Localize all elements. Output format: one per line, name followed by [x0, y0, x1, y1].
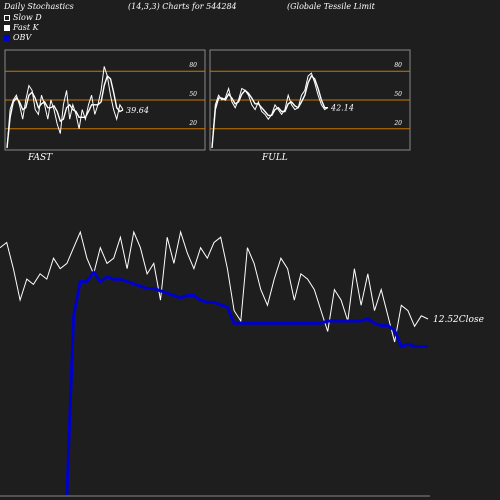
legend-swatch-fast-k: [4, 24, 10, 31]
fast-last-value-label: 39.64: [126, 106, 149, 115]
full-last-value-label: 42.14: [330, 104, 354, 113]
close-last-value-label: 12.52Close: [433, 315, 484, 325]
full-series-line-1: [211, 74, 328, 149]
fast-series-line-1: [6, 74, 124, 149]
legend-label-slow-d: Slow D: [13, 13, 42, 22]
legend-item-obv: OBV: [4, 33, 31, 42]
legend-swatch-obv: [4, 34, 10, 41]
legend-item-fast-k: Fast K: [4, 23, 39, 32]
close-price-line: [0, 230, 429, 343]
legend-swatch-slow-d: [4, 14, 10, 21]
fast-level-label-50: 50: [189, 91, 197, 98]
legend-item-slow-d: Slow D: [4, 13, 42, 22]
fast-level-label-80: 80: [189, 62, 197, 69]
full-series-line-0: [211, 72, 329, 149]
fast-level-label-20: 20: [188, 120, 197, 127]
legend-label-fast-k: Fast K: [13, 23, 39, 32]
panel-label-fast: FAST: [28, 153, 53, 163]
legend-label-obv: OBV: [13, 33, 32, 42]
obv-line: [65, 269, 428, 496]
fast-series-line-0: [6, 66, 124, 149]
full-level-label-80: 80: [394, 62, 402, 69]
full-level-label-20: 20: [393, 120, 402, 127]
chart-title: Daily Stochastics: [4, 2, 74, 11]
full-level-label-50: 50: [394, 91, 402, 98]
chart-params: (14,3,3) Charts for 544284: [128, 2, 237, 11]
company-name: (Globale Tessile Limit: [287, 2, 375, 11]
panel-label-full: FULL: [262, 153, 288, 163]
